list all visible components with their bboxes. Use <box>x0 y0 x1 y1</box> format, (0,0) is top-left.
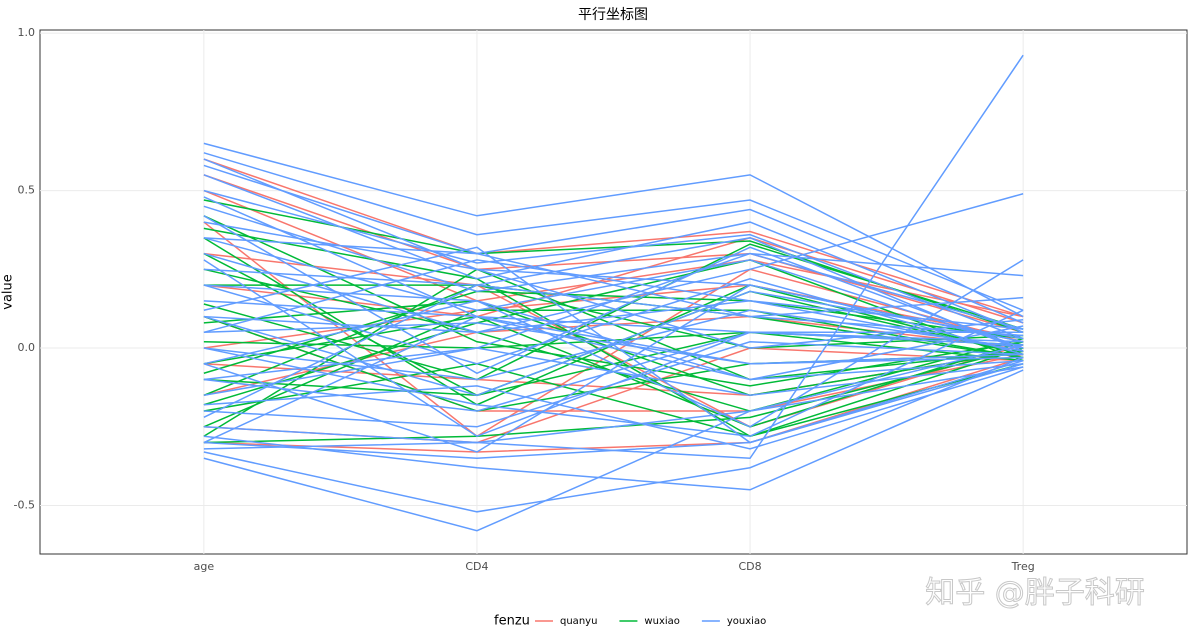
parallel-line <box>203 142 1024 318</box>
chart-title: 平行坐标图 <box>578 7 648 23</box>
parallel-line <box>203 322 1024 365</box>
parallel-line <box>203 309 1024 437</box>
legend-label: wuxiao <box>644 616 679 627</box>
x-tick-label: CD8 <box>738 560 761 573</box>
x-tick-label: CD4 <box>465 560 488 573</box>
x-tick-label: age <box>194 560 215 573</box>
parallel-line <box>203 237 1024 318</box>
watermark: 知乎 @胖子科研 <box>925 576 1145 611</box>
parallel-line <box>203 284 1024 349</box>
parallel-line <box>203 347 1024 397</box>
lines <box>203 54 1024 532</box>
legend-label: youxiao <box>727 616 766 627</box>
parallel-line <box>203 366 1024 450</box>
parallel-line <box>203 366 1024 444</box>
parallel-line <box>203 315 1024 444</box>
y-tick-label: 0.0 <box>18 341 36 354</box>
parallel-line <box>203 215 1024 375</box>
parallel-line <box>203 189 1024 340</box>
parallel-line <box>203 259 1024 334</box>
legend-label: quanyu <box>560 616 597 627</box>
parallel-line <box>203 300 1024 346</box>
y-axis-label: value <box>1 274 16 310</box>
parallel-line <box>203 252 1024 381</box>
parallel-line <box>203 54 1024 460</box>
parallel-line <box>203 252 1024 428</box>
parallel-line <box>203 369 1024 491</box>
parallel-line <box>203 344 1024 532</box>
y-tick-label: -0.5 <box>14 499 35 512</box>
legend: fenzu quanyu wuxiao youxiao <box>494 614 766 629</box>
parallel-line <box>203 158 1024 318</box>
parallel-line <box>203 237 1024 419</box>
parallel-line <box>203 164 1024 324</box>
parallel-line <box>203 246 1024 444</box>
legend-title: fenzu <box>494 614 530 629</box>
y-tick-label: 0.5 <box>18 184 36 197</box>
x-tick-label: Treg <box>1011 560 1035 573</box>
parallel-line <box>203 205 1024 330</box>
y-tick-label: 1.0 <box>18 26 36 39</box>
parallel-line <box>203 196 1024 381</box>
parallel-line <box>203 356 1024 513</box>
parallel-line <box>203 152 1024 311</box>
parallel-line <box>203 259 1024 428</box>
parallel-line <box>203 284 1024 453</box>
parallel-line <box>203 227 1024 438</box>
parallel-line <box>203 158 1024 349</box>
parallel-line <box>203 259 1024 438</box>
parallel-line <box>203 363 1024 438</box>
